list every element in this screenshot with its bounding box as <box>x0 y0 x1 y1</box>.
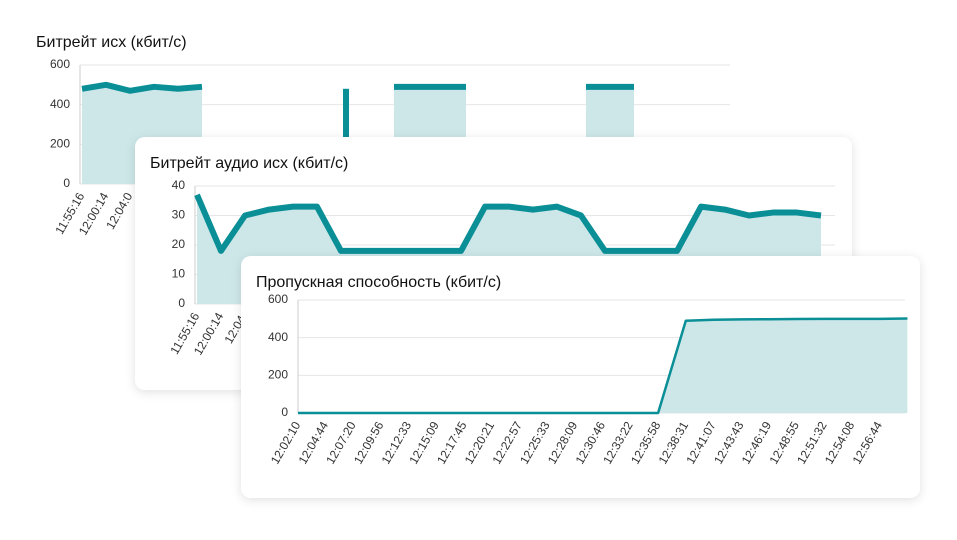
card-bg <box>241 256 920 498</box>
y-tick-label: 20 <box>172 237 186 251</box>
y-tick-label: 0 <box>63 176 70 190</box>
series-line <box>81 81 634 94</box>
y-tick-label: 200 <box>268 368 288 382</box>
y-tick-label: 200 <box>50 137 70 151</box>
y-tick-label: 600 <box>50 57 70 71</box>
y-tick-label: 600 <box>268 292 288 306</box>
series-line <box>194 193 822 254</box>
series-area <box>298 318 908 413</box>
series <box>298 317 908 415</box>
y-tick-label: 0 <box>281 405 288 419</box>
y-tick-label: 400 <box>268 330 288 344</box>
chart-title: Битрейт исх (кбит/с) <box>36 34 187 51</box>
y-tick-label: 400 <box>50 97 70 111</box>
y-tick-label: 30 <box>172 208 186 222</box>
y-tick-label: 40 <box>172 178 186 192</box>
card: Пропускная способность (кбит/с) 0 200 400 6… <box>241 256 920 498</box>
series-spike <box>343 88 349 184</box>
y-tick-label: 0 <box>178 296 185 310</box>
y-tick-label: 10 <box>172 267 186 281</box>
chart-title: Битрейт аудио исх (кбит/с) <box>150 155 348 172</box>
series-line <box>298 317 908 415</box>
chart-title: Пропускная способность (кбит/с) <box>256 274 501 291</box>
